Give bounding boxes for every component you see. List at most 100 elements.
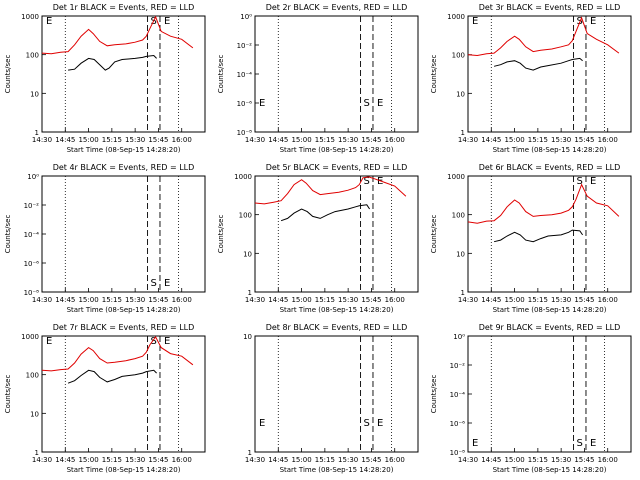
- detector-panel: Det 5r BLACK = Events, RED = LLD 14:30 14:…: [213, 160, 426, 320]
- y-tick-label: 10⁻⁴: [24, 231, 40, 239]
- detector-panel: Det 1r BLACK = Events, RED = LLD 14:30 14:…: [0, 0, 213, 160]
- x-tick-label: 14:30: [32, 136, 52, 144]
- y-tick-label: 10⁻⁸: [450, 449, 466, 457]
- x-tick-label: 14:30: [32, 456, 52, 464]
- x-tick-label: 15:15: [102, 136, 122, 144]
- x-tick-label: 15:30: [338, 456, 358, 464]
- x-tick-label: 15:45: [574, 296, 594, 304]
- chart-title: Det 4r BLACK = Events, RED = LLD: [53, 163, 195, 172]
- chart-title: Det 1r BLACK = Events, RED = LLD: [53, 3, 195, 12]
- x-tick-label: 15:00: [291, 136, 311, 144]
- chart-title: Det 3r BLACK = Events, RED = LLD: [479, 3, 621, 12]
- x-tick-label: 14:45: [268, 456, 288, 464]
- plot-frame: [41, 335, 206, 453]
- detector-panel: Det 8r BLACK = Events, RED = LLD 14:30 14:…: [213, 320, 426, 480]
- chart-title: Det 2r BLACK = Events, RED = LLD: [266, 3, 408, 12]
- x-tick-label: 14:30: [245, 296, 265, 304]
- y-axis-label: Counts/sec: [4, 375, 12, 414]
- detector-panel: Det 9r BLACK = Events, RED = LLD 14:30 14:…: [426, 320, 639, 480]
- y-axis-label: Counts/sec: [430, 375, 438, 414]
- y-tick-label: 10⁻⁸: [24, 289, 40, 297]
- x-tick-label: 14:45: [55, 296, 75, 304]
- x-tick-label: 16:00: [172, 456, 192, 464]
- x-tick-label: 14:30: [245, 456, 265, 464]
- lld-series-line: [467, 183, 620, 224]
- marker-letter: S: [364, 98, 370, 109]
- x-tick-label: 16:00: [385, 296, 405, 304]
- y-tick-label: 100: [239, 212, 252, 220]
- marker-letter: E: [377, 98, 383, 109]
- x-tick-label: 15:15: [528, 456, 548, 464]
- marker-letter: E: [472, 438, 478, 449]
- x-tick-label: 15:30: [551, 456, 571, 464]
- y-tick-label: 100: [26, 372, 39, 380]
- x-tick-label: 14:30: [458, 456, 478, 464]
- x-tick-label: 15:00: [78, 136, 98, 144]
- plot-frame: [254, 335, 419, 453]
- x-tick-label: 14:30: [32, 296, 52, 304]
- x-tick-label: 15:15: [102, 456, 122, 464]
- x-tick-label: 14:45: [481, 136, 501, 144]
- chart-svg: Det 7r BLACK = Events, RED = LLD 14:30 14:…: [4, 323, 206, 474]
- detector-panel: Det 4r BLACK = Events, RED = LLD 14:30 14:…: [0, 160, 213, 320]
- y-tick-label: 10: [456, 250, 465, 258]
- marker-letter: E: [46, 336, 52, 347]
- x-tick-label: 16:00: [172, 136, 192, 144]
- x-tick-label: 15:30: [125, 296, 145, 304]
- marker-letter: E: [590, 16, 596, 27]
- marker-letter: S: [364, 176, 370, 187]
- marker-letter: E: [590, 438, 596, 449]
- y-tick-label: 10⁻⁴: [450, 391, 466, 399]
- x-tick-label: 15:00: [504, 136, 524, 144]
- y-axis-label: Counts/sec: [4, 215, 12, 254]
- detector-panel: Det 7r BLACK = Events, RED = LLD 14:30 14:…: [0, 320, 213, 480]
- y-tick-label: 1: [35, 449, 39, 457]
- detector-panel: Det 3r BLACK = Events, RED = LLD 14:30 14:…: [426, 0, 639, 160]
- marker-letter: S: [151, 336, 157, 347]
- x-axis-label: Start Time (08-Sep-15 14:28:20): [493, 466, 607, 474]
- plot-frame: [254, 175, 419, 293]
- x-tick-label: 15:45: [574, 136, 594, 144]
- x-tick-label: 14:45: [55, 136, 75, 144]
- x-tick-label: 15:15: [315, 456, 335, 464]
- y-axis-label: Counts/sec: [217, 55, 225, 94]
- x-tick-label: 14:45: [268, 136, 288, 144]
- plot-frame: [467, 335, 632, 453]
- y-tick-label: 10: [456, 90, 465, 98]
- x-tick-label: 15:30: [551, 136, 571, 144]
- marker-letter: E: [259, 98, 265, 109]
- x-tick-label: 15:45: [148, 456, 168, 464]
- events-series-line: [493, 57, 583, 71]
- chart-svg: Det 5r BLACK = Events, RED = LLD 14:30 14:…: [217, 163, 419, 314]
- detector-panel: Det 6r BLACK = Events, RED = LLD 14:30 14:…: [426, 160, 639, 320]
- chart-svg: Det 9r BLACK = Events, RED = LLD 14:30 14:…: [430, 323, 632, 474]
- y-tick-label: 10⁻⁸: [237, 129, 253, 137]
- y-tick-label: 1: [35, 129, 39, 137]
- y-tick-label: 10⁻²: [450, 362, 466, 370]
- y-tick-label: 1000: [234, 173, 252, 181]
- x-tick-label: 15:15: [315, 136, 335, 144]
- x-tick-label: 14:45: [481, 296, 501, 304]
- y-tick-label: 1: [248, 449, 252, 457]
- lld-series-line: [467, 16, 620, 57]
- x-tick-label: 14:30: [245, 136, 265, 144]
- events-series-line: [68, 54, 157, 71]
- y-tick-label: 10⁻²: [237, 42, 253, 50]
- y-tick-label: 10: [243, 333, 252, 341]
- x-tick-label: 15:45: [148, 136, 168, 144]
- x-tick-label: 15:15: [315, 296, 335, 304]
- y-tick-label: 1000: [447, 13, 465, 21]
- x-axis-label: Start Time (08-Sep-15 14:28:20): [67, 306, 181, 314]
- x-tick-label: 16:00: [385, 456, 405, 464]
- detector-panel: Det 2r BLACK = Events, RED = LLD 14:30 14:…: [213, 0, 426, 160]
- y-axis-label: Counts/sec: [430, 55, 438, 94]
- x-tick-label: 15:15: [102, 296, 122, 304]
- x-tick-label: 14:45: [481, 456, 501, 464]
- lld-series-line: [41, 15, 194, 55]
- x-tick-label: 15:00: [78, 296, 98, 304]
- y-tick-label: 1: [461, 289, 465, 297]
- marker-letter: E: [164, 16, 170, 27]
- y-tick-label: 10: [30, 410, 39, 418]
- x-axis-label: Start Time (08-Sep-15 14:28:20): [493, 306, 607, 314]
